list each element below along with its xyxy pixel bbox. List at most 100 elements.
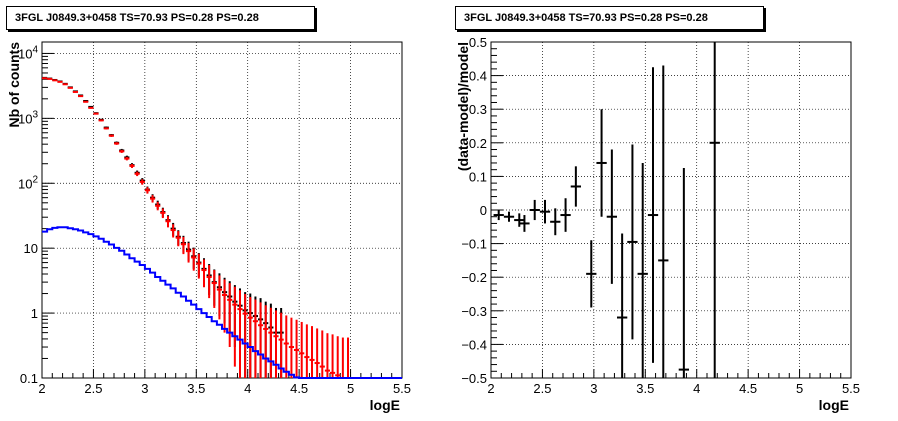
data-point bbox=[124, 156, 130, 161]
y-tick-label: 10 bbox=[24, 241, 38, 256]
data-point bbox=[134, 171, 140, 177]
data-point bbox=[129, 164, 135, 168]
data-point bbox=[57, 80, 63, 83]
data-point bbox=[242, 293, 248, 378]
data-point bbox=[232, 286, 238, 367]
x-tick-label: 4.5 bbox=[290, 381, 308, 396]
data-point bbox=[170, 224, 176, 238]
data-point bbox=[319, 330, 325, 378]
x-axis-title: logE bbox=[819, 397, 849, 413]
y-tick-label: 0.1 bbox=[20, 371, 38, 386]
data-point bbox=[519, 215, 530, 232]
data-point bbox=[67, 86, 73, 89]
data-point bbox=[139, 179, 145, 185]
data-point bbox=[294, 319, 300, 378]
data-point bbox=[539, 199, 551, 224]
data-point bbox=[186, 243, 192, 263]
data-point bbox=[529, 199, 540, 221]
data-point bbox=[493, 210, 504, 221]
x-tick-label: 4 bbox=[693, 381, 700, 396]
y-tick-label: 0.5 bbox=[469, 35, 487, 50]
x-tick-label: 5.5 bbox=[842, 381, 860, 396]
data-point bbox=[247, 296, 253, 378]
data-point bbox=[88, 106, 94, 109]
data-point bbox=[211, 270, 217, 308]
y-tick-label: 103 bbox=[18, 109, 38, 126]
series-step-line bbox=[42, 226, 402, 379]
data-point bbox=[72, 90, 78, 93]
data-point bbox=[314, 328, 320, 378]
data-point bbox=[514, 213, 525, 227]
x-tick-label: 4.5 bbox=[739, 381, 757, 396]
y-tick-label: −0.4 bbox=[461, 337, 487, 352]
data-point bbox=[617, 233, 628, 378]
data-point bbox=[191, 248, 197, 271]
x-tick-label: 2.5 bbox=[84, 381, 102, 396]
data-point bbox=[98, 119, 104, 122]
y-tick-label: 102 bbox=[18, 174, 38, 191]
data-point bbox=[114, 142, 120, 145]
plot-panel-0 bbox=[41, 41, 403, 379]
y-tick-label: 0.3 bbox=[469, 102, 487, 117]
x-tick-label: 3 bbox=[141, 381, 148, 396]
x-tick-label: 3 bbox=[590, 381, 597, 396]
x-tick-label: 4 bbox=[244, 381, 251, 396]
data-point bbox=[678, 168, 689, 378]
data-point bbox=[709, 42, 720, 378]
data-point bbox=[252, 299, 258, 378]
x-tick-label: 5.5 bbox=[393, 381, 411, 396]
data-point bbox=[165, 216, 171, 228]
data-point bbox=[503, 211, 515, 222]
y-tick-label: −0.2 bbox=[461, 270, 487, 285]
data-point bbox=[222, 279, 228, 333]
data-point bbox=[627, 144, 638, 340]
data-point bbox=[304, 324, 310, 378]
chart-title-right: 3FGL J0849.3+0458 TS=70.93 PS=0.28 PS=0.… bbox=[455, 6, 764, 30]
data-point bbox=[144, 187, 150, 194]
x-tick-label: 5 bbox=[347, 381, 354, 396]
y-tick-label: −0.5 bbox=[461, 371, 487, 386]
data-point bbox=[237, 290, 243, 378]
data-point bbox=[550, 208, 561, 236]
data-point bbox=[216, 275, 222, 320]
data-point bbox=[278, 312, 284, 378]
y-axis-title: Nb of counts bbox=[6, 42, 22, 128]
data-point bbox=[268, 307, 274, 378]
data-point bbox=[273, 310, 279, 378]
y-tick-label: 0.4 bbox=[469, 69, 487, 84]
data-point bbox=[108, 134, 114, 137]
data-point bbox=[103, 127, 109, 130]
x-tick-label: 2.5 bbox=[533, 381, 551, 396]
data-point bbox=[330, 334, 336, 378]
data-point bbox=[196, 253, 202, 279]
data-point bbox=[324, 333, 330, 378]
data-point bbox=[42, 77, 48, 80]
data-point bbox=[119, 149, 125, 153]
data-point bbox=[637, 162, 648, 378]
x-axis-title: logE bbox=[370, 397, 400, 413]
data-point bbox=[258, 302, 264, 378]
data-point bbox=[560, 198, 571, 232]
data-point bbox=[570, 166, 581, 207]
data-point bbox=[647, 67, 659, 363]
data-point bbox=[288, 317, 294, 378]
plot-panel-1 bbox=[490, 41, 852, 379]
x-tick-label: 2 bbox=[38, 381, 45, 396]
data-point bbox=[180, 236, 186, 255]
y-axis-title: (data-model)/model bbox=[455, 42, 471, 171]
data-point bbox=[155, 201, 161, 211]
data-point bbox=[160, 208, 166, 219]
data-point bbox=[93, 112, 99, 115]
x-tick-label: 2 bbox=[487, 381, 494, 396]
data-point bbox=[83, 100, 89, 103]
data-point bbox=[263, 305, 269, 378]
y-tick-label: 0.2 bbox=[469, 136, 487, 151]
y-tick-label: 0.1 bbox=[469, 169, 487, 184]
data-point bbox=[299, 321, 305, 378]
x-tick-label: 3.5 bbox=[636, 381, 654, 396]
chart-title-left: 3FGL J0849.3+0458 TS=70.93 PS=0.28 PS=0.… bbox=[6, 6, 315, 30]
data-point bbox=[62, 83, 68, 86]
data-point bbox=[227, 283, 233, 348]
y-tick-label: 104 bbox=[18, 44, 38, 61]
